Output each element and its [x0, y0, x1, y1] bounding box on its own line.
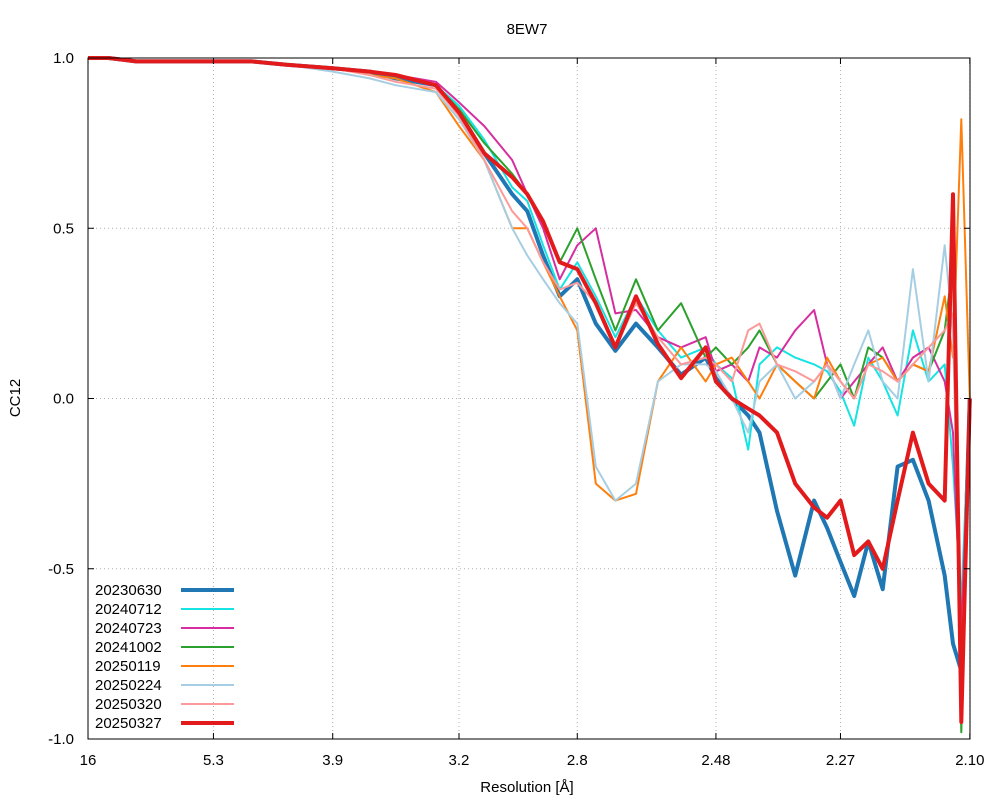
y-tick-label: 0.5 — [53, 220, 74, 237]
legend-label: 20250224 — [95, 677, 162, 694]
x-tick-label: 16 — [80, 752, 97, 769]
legend: 20230630 20240712 20240723 20241002 20250119… — [95, 582, 234, 732]
legend-label: 20240712 — [95, 601, 162, 618]
x-tick-label: 3.2 — [449, 752, 470, 769]
x-tick-label: 2.10 — [955, 752, 984, 769]
x-tick-label: 3.9 — [322, 752, 343, 769]
y-tick-label: 0.0 — [53, 391, 74, 408]
series-line-20250327 — [88, 56, 972, 724]
legend-label: 20250327 — [95, 715, 162, 732]
legend-label: 20241002 — [95, 639, 162, 656]
y-tick-label: -1.0 — [48, 731, 74, 748]
y-tick-label: 1.0 — [53, 50, 74, 67]
legend-label: 20230630 — [95, 582, 162, 599]
x-axis-label: Resolution [Å] — [480, 779, 573, 796]
y-axis-label: CC12 — [7, 379, 24, 417]
axis-ticks: 16 5.3 3.9 3.2 2.8 2.48 2.27 2.10 1.0 0.5 0.0 -0.5 -… — [48, 50, 984, 769]
legend-label: 20240723 — [95, 620, 162, 637]
series-line-20250224 — [88, 57, 971, 689]
x-tick-label: 2.8 — [567, 752, 588, 769]
legend-label: 20250320 — [95, 696, 162, 713]
x-tick-label: 5.3 — [203, 752, 224, 769]
x-tick-label: 2.27 — [826, 752, 855, 769]
y-tick-label: -0.5 — [48, 561, 74, 578]
x-tick-label: 2.48 — [701, 752, 730, 769]
legend-label: 20250119 — [95, 658, 161, 675]
chart-title: 8EW7 — [507, 21, 548, 38]
series-lines — [88, 56, 972, 734]
